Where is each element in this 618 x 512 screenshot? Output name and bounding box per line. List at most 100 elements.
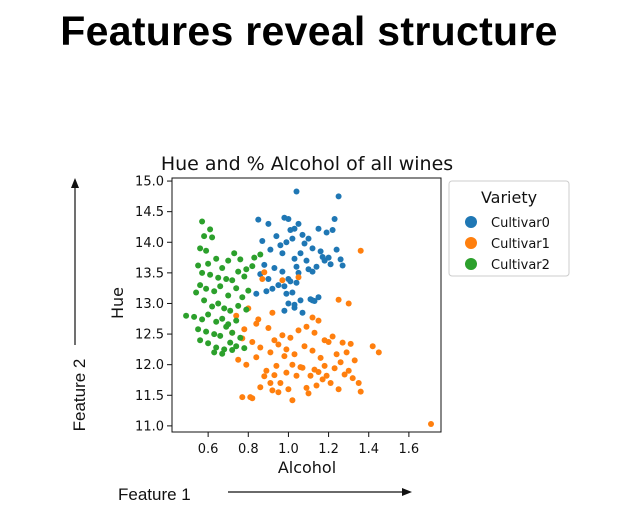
cultivar2-point [229, 277, 236, 284]
legend-marker-cultivar0 [465, 216, 477, 228]
y-tick-label: 12.5 [135, 328, 164, 343]
cultivar1-point [269, 387, 276, 394]
cultivar1-point [345, 300, 352, 307]
cultivar1-point [257, 344, 264, 351]
y-tick-label: 14.5 [135, 205, 164, 220]
y-axis-ticks: 11.0 11.5 12.0 12.5 13.0 13.5 14.0 14.5 15.0 [135, 175, 172, 434]
cultivar2-point [233, 343, 240, 350]
cultivar1-point [333, 351, 340, 358]
cultivar0-point [279, 250, 286, 257]
cultivar2-point [205, 260, 212, 267]
legend-label-cultivar2: Cultivar2 [491, 258, 550, 273]
cultivar0-point [305, 235, 312, 242]
plot-frame [171, 177, 442, 433]
cultivar2-point [225, 257, 232, 264]
cultivar1-point [293, 372, 300, 379]
y-tick-label: 13.5 [135, 266, 164, 281]
cultivar0-point [291, 301, 298, 308]
cultivar0-point [259, 238, 266, 244]
cultivar2-point [193, 289, 200, 296]
cultivar2-point [209, 303, 216, 310]
cultivar1-point [263, 367, 270, 374]
cultivar2-point [213, 255, 220, 262]
cultivar2-point [227, 307, 234, 314]
cultivar1-point [239, 394, 246, 401]
cultivar0-point [277, 242, 284, 249]
feature1-label: Feature 1 [118, 485, 191, 504]
cultivar1-point [273, 362, 280, 369]
cultivar1-point [283, 369, 290, 376]
cultivar2-point [203, 247, 210, 254]
cultivar1-point [331, 365, 338, 372]
feature2-label: Feature 2 [70, 358, 89, 432]
cultivar2-point [211, 288, 218, 295]
y-tick-label: 14.0 [135, 236, 164, 251]
cultivar1-point [428, 421, 434, 427]
cultivar1-point [347, 340, 354, 347]
cultivar2-point [237, 334, 244, 341]
cultivar1-point [243, 361, 250, 368]
cultivar1-point [349, 375, 356, 382]
y-tick-label: 11.5 [135, 389, 164, 404]
legend-label-cultivar1: Cultivar1 [491, 237, 550, 252]
cultivar1-point [369, 343, 376, 350]
cultivar1-point [325, 339, 332, 345]
cultivar1-point [329, 333, 336, 340]
legend-items: Cultivar0 Cultivar1 Cultivar2 [465, 216, 550, 273]
cultivar1-point [289, 361, 296, 368]
cultivar0-point [299, 309, 306, 316]
cultivar1-point [285, 386, 292, 393]
cultivar0-point [281, 307, 288, 314]
cultivar1-point [307, 372, 314, 379]
cultivar2-point [225, 292, 232, 299]
legend-title: Variety [481, 188, 537, 207]
cultivar2-point [197, 245, 204, 252]
cultivar0-point [279, 268, 286, 275]
cultivar1-point [275, 341, 282, 348]
cultivar1-point [233, 312, 240, 319]
cultivar2-point [229, 347, 236, 353]
cultivar1-point [321, 362, 328, 369]
cultivar1-point [271, 372, 278, 379]
slide-title: Features reveal structure [60, 8, 558, 54]
cultivar0-point [337, 256, 344, 263]
cultivar1-point [375, 349, 382, 356]
cultivar1-point [279, 332, 286, 339]
legend: Variety Cultivar0 Cultivar1 Cultivar2 [448, 180, 570, 277]
cultivar0-point [327, 261, 334, 268]
cultivar2-point [235, 302, 242, 309]
cultivar1-point [283, 346, 290, 353]
cultivar1-point [343, 349, 350, 356]
cultivar2-point [197, 337, 204, 344]
cultivar1-point [357, 247, 364, 254]
cultivar1-point [267, 380, 274, 386]
cultivar2-point [227, 339, 234, 346]
cultivar1-point [319, 376, 326, 383]
cultivar1-point [315, 317, 322, 324]
cultivar1-point [295, 274, 302, 281]
cultivar1-point [289, 397, 296, 404]
cultivar0-point [331, 216, 338, 222]
cultivar1-point [257, 384, 264, 391]
cultivar1-point [269, 309, 276, 316]
x-tick-label: 1.2 [318, 442, 339, 457]
cultivar0-point [255, 216, 262, 223]
y-tick-label: 11.0 [135, 419, 164, 434]
cultivar0-point [293, 263, 300, 270]
cultivar0-point [297, 250, 304, 257]
cultivar2-point [209, 234, 216, 241]
cultivar0-point [329, 227, 336, 233]
cultivar0-point [263, 288, 270, 295]
cultivar2-point [195, 262, 202, 269]
cultivar0-point [291, 255, 298, 262]
cultivar0-point [289, 235, 296, 242]
cultivar2-point [241, 345, 248, 352]
cultivar1-point [323, 372, 330, 379]
cultivar0-point [285, 300, 292, 307]
cultivar1-point [311, 366, 318, 373]
cultivar0-point [273, 233, 280, 240]
cultivar0-point [293, 188, 300, 195]
cultivar0-point [339, 262, 346, 269]
cultivar2-point [197, 282, 204, 289]
